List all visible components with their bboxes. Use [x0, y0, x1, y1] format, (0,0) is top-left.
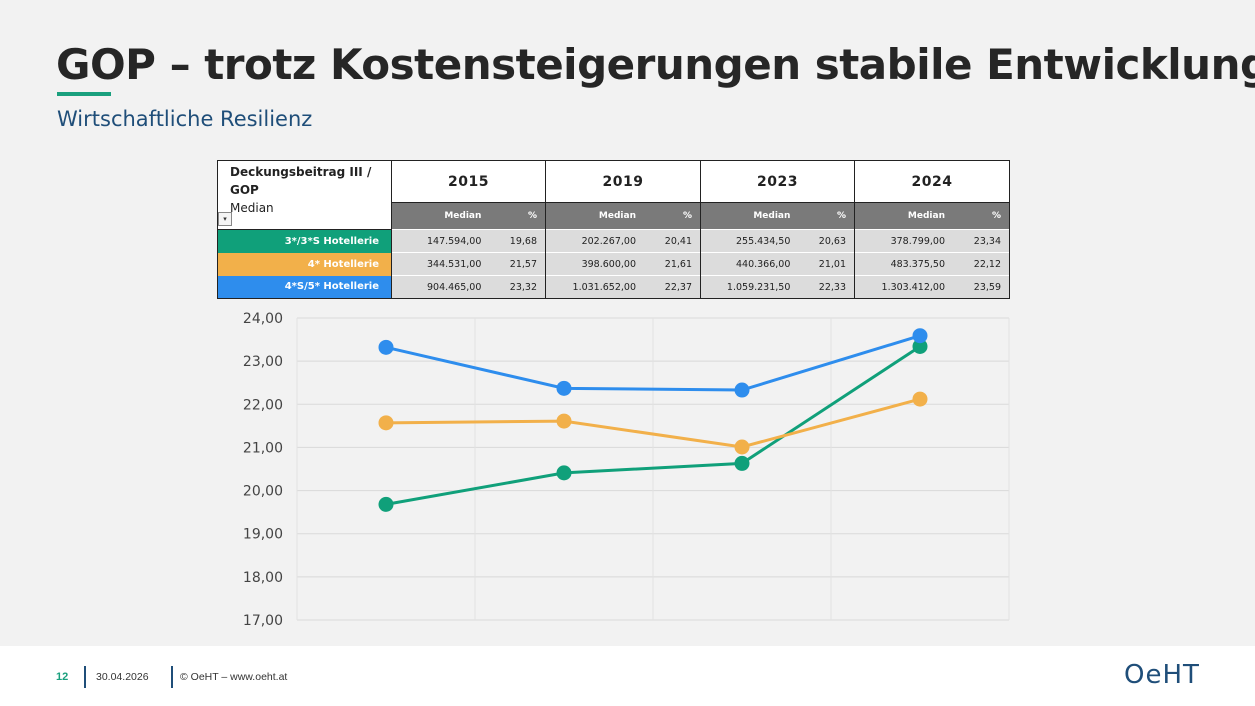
footer-date: 30.04.2026 — [96, 671, 149, 683]
y-tick-label: 18,00 — [243, 570, 283, 586]
data-point — [734, 382, 750, 398]
pct-value: 19,68 — [509, 235, 537, 247]
series-line — [385, 334, 921, 392]
median-value: 483.375,50 — [890, 258, 945, 270]
y-tick-label: 23,00 — [243, 354, 283, 370]
data-point — [378, 339, 394, 355]
pct-value: 21,01 — [818, 258, 846, 270]
data-point — [912, 338, 928, 354]
y-tick-label: 19,00 — [243, 527, 283, 543]
title-underline — [57, 92, 111, 96]
pct-value: 23,32 — [509, 281, 537, 293]
data-point — [734, 455, 750, 471]
y-tick-label: 21,00 — [243, 440, 283, 456]
pct-value: 20,41 — [664, 235, 692, 247]
data-point — [912, 328, 928, 344]
median-value: 202.267,00 — [581, 235, 636, 247]
subheader: Median% — [545, 202, 701, 230]
median-value: 440.366,00 — [735, 258, 791, 270]
median-value: 147.594,00 — [426, 235, 482, 247]
footer-divider — [171, 666, 173, 688]
year-header: 2019 — [545, 159, 701, 204]
median-value: 378.799,00 — [890, 235, 945, 247]
pct-value: 22,37 — [664, 281, 692, 293]
footer-divider — [84, 666, 86, 688]
pct-value: 22,12 — [973, 258, 1001, 270]
pct-value: 21,57 — [509, 258, 537, 270]
row-label: 4* Hotellerie — [217, 252, 392, 276]
median-value: 1.031.652,00 — [572, 281, 636, 293]
table-row: 3*/3*S Hotellerie 147.594,00 19,68 202.26… — [217, 229, 1010, 253]
dropdown-icon[interactable]: ▾ — [218, 212, 232, 226]
pct-value: 21,61 — [664, 258, 692, 270]
pct-value: 23,34 — [973, 235, 1001, 247]
header-label-line1: Deckungsbeitrag III / — [230, 165, 372, 179]
table-row: 4*S/5* Hotellerie 904.465,00 23,32 1.031.… — [217, 275, 1010, 299]
median-value: 255.434,50 — [735, 235, 791, 247]
data-point — [912, 391, 928, 407]
data-point — [378, 415, 394, 431]
page-subtitle: Wirtschaftliche Resilienz — [57, 107, 313, 131]
median-value: 1.059.231,50 — [726, 281, 791, 293]
header-label-line3: Median — [230, 201, 274, 215]
data-point — [556, 380, 572, 396]
page-number: 12 — [56, 671, 69, 683]
data-point — [378, 496, 394, 512]
median-value: 344.531,00 — [426, 258, 482, 270]
page-title: GOP – trotz Kostensteigerungen stabile E… — [56, 40, 1255, 89]
series-line — [385, 345, 921, 506]
y-tick-label: 17,00 — [243, 613, 283, 629]
pct-value: 20,63 — [818, 235, 846, 247]
row-label: 4*S/5* Hotellerie — [217, 275, 392, 299]
row-label: 3*/3*S Hotellerie — [217, 229, 392, 253]
footer-copyright: © OeHT – www.oeht.at — [180, 671, 288, 683]
subheader: Median% — [854, 202, 1010, 230]
table-header-label: Deckungsbeitrag III / GOP Median ▾ — [217, 160, 392, 230]
median-value: 398.600,00 — [581, 258, 636, 270]
gop-line-chart: 17,00 18,00 19,00 20,00 21,00 22,00 23,00 24,00 — [243, 311, 1010, 629]
year-header: 2023 — [700, 159, 855, 204]
y-tick-label: 24,00 — [243, 311, 283, 327]
median-value: 1.303.412,00 — [881, 281, 945, 293]
gop-table: Deckungsbeitrag III / GOP Median ▾ 2015 … — [217, 159, 1010, 299]
series-line — [385, 397, 921, 449]
header-label-line2: GOP — [230, 183, 259, 197]
data-point — [734, 439, 750, 455]
subheader: Median% — [391, 202, 546, 230]
table-row: 4* Hotellerie 344.531,00 21,57 398.600,00… — [217, 252, 1010, 276]
data-point — [556, 413, 572, 429]
year-header: 2024 — [854, 159, 1010, 204]
pct-value: 22,33 — [818, 281, 846, 293]
oeht-logo: OeHT — [1124, 660, 1200, 690]
pct-value: 23,59 — [973, 281, 1001, 293]
y-tick-label: 20,00 — [243, 484, 283, 500]
median-value: 904.465,00 — [426, 281, 482, 293]
subheader: Median% — [700, 202, 855, 230]
data-point — [556, 465, 572, 481]
year-header: 2015 — [391, 159, 546, 204]
y-tick-label: 22,00 — [243, 397, 283, 413]
footer: 12 30.04.2026 © OeHT – www.oeht.at OeHT — [0, 646, 1255, 706]
